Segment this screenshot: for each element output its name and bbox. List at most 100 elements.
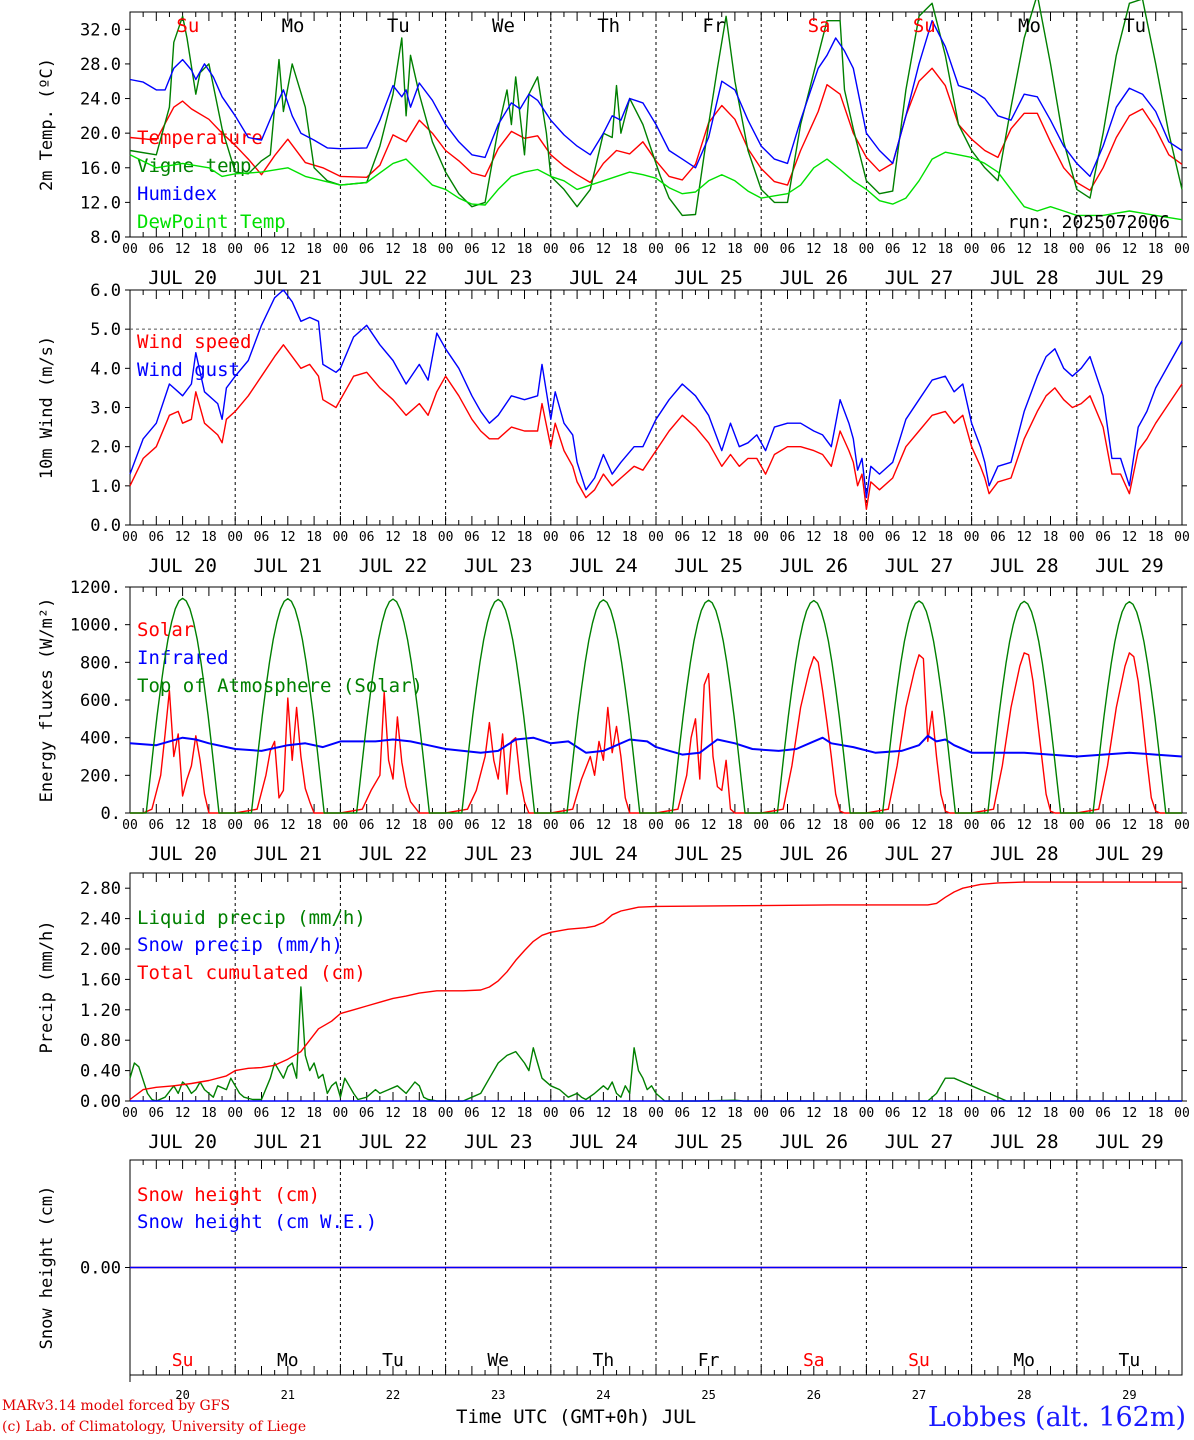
precip-date-label: JUL 26 (779, 1131, 848, 1153)
temp-hour-label: 00 (122, 242, 138, 257)
energy-hour-label: 06 (990, 818, 1006, 833)
temp-hour-label: 00 (753, 242, 769, 257)
temp-hour-label: 12 (385, 242, 401, 257)
precip-hour-label: 00 (438, 1106, 454, 1121)
energy-hour-label: 18 (832, 818, 848, 833)
temp-series-vigne (129, 0, 1183, 217)
temp-hour-label: 18 (622, 242, 638, 257)
wind-hour-label: 18 (727, 530, 743, 545)
precip-date-label: JUL 28 (990, 1131, 1059, 1153)
precip-ylabel: Precip (mm/h) (37, 920, 57, 1053)
energy-ytick-label: 400. (80, 729, 121, 749)
wind-hour-label: 18 (411, 530, 427, 545)
energy-series-solar (130, 652, 1182, 814)
precip-hour-label: 06 (254, 1106, 270, 1121)
temp-series-temperature (129, 67, 1183, 192)
energy-ytick-label: 1000. (70, 616, 121, 636)
temp-hour-label: 00 (1174, 242, 1190, 257)
temp-hour-label: 12 (701, 242, 717, 257)
station-title: Lobbes (alt. 162m) (927, 1402, 1186, 1433)
precip-legend-snow_precip: Snow precip (mm/h) (137, 934, 343, 956)
wind-hour-label: 06 (254, 530, 270, 545)
energy-hour-label: 18 (201, 818, 217, 833)
snow-legend-snow_we: Snow height (cm W.E.) (137, 1211, 377, 1233)
temp-hour-label: 12 (911, 242, 927, 257)
credit-model: MARv3.14 model forced by GFS (2, 1398, 231, 1414)
temp-hour-label: 18 (937, 242, 953, 257)
credit-lab: (c) Lab. of Climatology, University of L… (2, 1419, 307, 1435)
temp-hour-label: 12 (280, 242, 296, 257)
energy-hour-label: 12 (175, 818, 191, 833)
energy-hour-label: 00 (1174, 818, 1190, 833)
energy-date-label: JUL 20 (148, 843, 217, 865)
energy-hour-label: 06 (1095, 818, 1111, 833)
precip-ytick-label: 0.00 (80, 1092, 121, 1112)
temp-ytick-label: 8.0 (90, 228, 121, 248)
wind-ytick-label: 2.0 (90, 438, 121, 458)
precip-hour-label: 06 (885, 1106, 901, 1121)
temp-hour-label: 18 (727, 242, 743, 257)
wind-series-wind_speed (129, 344, 1183, 510)
temp-series-dewpoint (129, 151, 1183, 221)
temp-hour-label: 18 (517, 242, 533, 257)
temp-hour-label: 00 (333, 242, 349, 257)
energy-hour-label: 00 (227, 818, 243, 833)
precip-date-label: JUL 27 (885, 1131, 954, 1153)
energy-date-label: JUL 26 (779, 843, 848, 865)
temp-hour-label: 06 (464, 242, 480, 257)
bottom-day-number: 20 (175, 1388, 189, 1402)
energy-ylabel: Energy fluxes (W/m²) (37, 598, 57, 803)
precip-hour-label: 00 (648, 1106, 664, 1121)
temp-ytick-label: 12.0 (80, 193, 121, 213)
temp-hour-label: 18 (411, 242, 427, 257)
temp-date-label: JUL 29 (1095, 267, 1164, 289)
wind-hour-label: 12 (1122, 530, 1138, 545)
precip-hour-label: 18 (1043, 1106, 1059, 1121)
wind-hour-label: 00 (1069, 530, 1085, 545)
top-day-abbr: Tu (387, 15, 410, 37)
precip-ytick-label: 1.20 (80, 1001, 121, 1021)
temp-ylabel: 2m Temp. (ºC) (37, 58, 57, 191)
wind-hour-label: 18 (201, 530, 217, 545)
bottom-day-number: 27 (912, 1388, 926, 1402)
energy-hour-label: 12 (280, 818, 296, 833)
energy-hour-label: 00 (1069, 818, 1085, 833)
energy-hour-label: 00 (859, 818, 875, 833)
precip-hour-label: 06 (1095, 1106, 1111, 1121)
wind-hour-label: 12 (175, 530, 191, 545)
temp-hour-label: 12 (490, 242, 506, 257)
wind-hour-label: 06 (885, 530, 901, 545)
wind-hour-label: 18 (622, 530, 638, 545)
temp-hour-label: 06 (359, 242, 375, 257)
top-day-abbr: Mo (282, 15, 305, 37)
precip-date-label: JUL 21 (253, 1131, 322, 1153)
energy-hour-label: 18 (306, 818, 322, 833)
precip-hour-label: 18 (1148, 1106, 1164, 1121)
temp-hour-label: 00 (964, 242, 980, 257)
top-day-abbr: Mo (1018, 15, 1041, 37)
temp-ytick-label: 28.0 (80, 55, 121, 75)
energy-hour-label: 18 (517, 818, 533, 833)
temp-date-label: JUL 26 (779, 267, 848, 289)
bottom-day-abbr: Mo (277, 1350, 299, 1371)
bottom-day-abbr: Tu (382, 1350, 404, 1371)
precip-hour-label: 06 (464, 1106, 480, 1121)
bottom-day-abbr: Mo (1013, 1350, 1035, 1371)
temp-date-label: JUL 25 (674, 267, 743, 289)
temp-ytick-label: 20.0 (80, 124, 121, 144)
snow-legend-snow_h: Snow height (cm) (137, 1184, 320, 1206)
precip-ytick-label: 2.40 (80, 910, 121, 930)
wind-hour-label: 18 (937, 530, 953, 545)
energy-hour-label: 18 (727, 818, 743, 833)
precip-hour-label: 18 (832, 1106, 848, 1121)
wind-hour-label: 00 (333, 530, 349, 545)
precip-hour-label: 06 (990, 1106, 1006, 1121)
temp-ytick-label: 32.0 (80, 20, 121, 40)
wind-date-label: JUL 26 (779, 555, 848, 577)
temp-hour-label: 12 (1122, 242, 1138, 257)
wind-hour-label: 18 (517, 530, 533, 545)
temp-hour-label: 18 (832, 242, 848, 257)
wind-hour-label: 12 (596, 530, 612, 545)
precip-hour-label: 06 (569, 1106, 585, 1121)
